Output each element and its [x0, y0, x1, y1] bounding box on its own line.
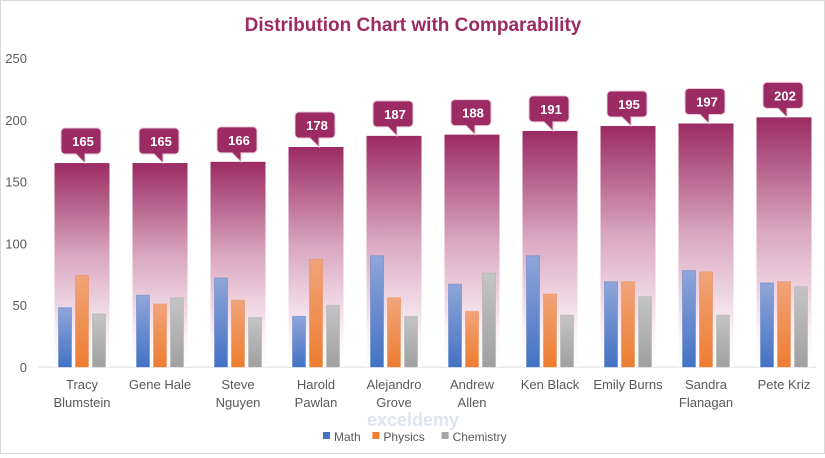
- total-callout: [684, 88, 726, 125]
- math-bar: [604, 281, 618, 368]
- total-data-label: 188: [462, 106, 484, 121]
- x-tick-label: Gene Hale: [129, 377, 191, 392]
- x-tick-line: Alejandro: [367, 377, 422, 392]
- total-data-label: 166: [228, 133, 250, 148]
- x-tick-label: Steve Nguyen: [216, 377, 261, 410]
- physics-bar: [309, 258, 323, 368]
- x-tick-label: Sandra Flanagan: [679, 377, 733, 410]
- legend-label-math: Math: [334, 430, 361, 444]
- watermark-logo: exceldemy: [367, 410, 459, 430]
- x-tick-line: Nguyen: [216, 395, 261, 410]
- math-bar: [214, 277, 228, 368]
- chemistry-bar: [560, 314, 574, 368]
- total-callout: [294, 111, 336, 149]
- legend-label-physics: Physics: [383, 430, 424, 444]
- x-tick-line: Harold: [297, 377, 335, 392]
- x-tick-line: Pete Kriz: [758, 377, 811, 392]
- legend-swatch-math: [323, 432, 330, 439]
- math-bar: [370, 255, 384, 368]
- total-data-label: 197: [696, 95, 718, 110]
- physics-bar: [465, 310, 479, 368]
- x-tick-label: Emily Burns: [593, 377, 663, 392]
- physics-bar: [75, 275, 89, 368]
- total-data-label: 187: [384, 107, 406, 122]
- x-tick-line: Ken Black: [521, 377, 580, 392]
- x-tick-label: Ken Black: [521, 377, 580, 392]
- x-tick-line: Grove: [376, 395, 411, 410]
- x-tick-line: Steve: [221, 377, 254, 392]
- x-tick-line: Allen: [458, 395, 487, 410]
- physics-bar: [387, 297, 401, 368]
- x-tick-label: Pete Kriz: [758, 377, 811, 392]
- total-callout: [528, 95, 570, 133]
- chart-title: Distribution Chart with Comparability: [245, 15, 582, 36]
- physics-bar: [231, 299, 245, 368]
- x-tick-label: Alejandro Grove: [367, 377, 422, 410]
- total-data-label: 178: [306, 118, 328, 133]
- y-tick-label: 50: [13, 298, 27, 313]
- y-tick-label: 150: [5, 175, 27, 190]
- physics-bar: [621, 281, 635, 368]
- x-tick-line: Andrew: [450, 377, 495, 392]
- y-tick-label: 250: [5, 51, 27, 66]
- chemistry-bar: [638, 296, 652, 368]
- x-tick-label: Harold Pawlan: [295, 377, 338, 410]
- chemistry-bar: [794, 286, 808, 368]
- total-callout: [138, 127, 180, 165]
- total-callout: [216, 126, 258, 164]
- math-bar: [58, 307, 72, 368]
- x-tick-line: Sandra: [685, 377, 728, 392]
- x-tick-line: Emily Burns: [593, 377, 663, 392]
- total-callout: [606, 90, 648, 128]
- total-data-label: 165: [150, 134, 172, 149]
- x-tick-line: Blumstein: [53, 395, 110, 410]
- total-data-label: 165: [72, 134, 94, 149]
- total-callout: [762, 81, 804, 119]
- physics-bar: [543, 293, 557, 368]
- y-tick-label: 200: [5, 113, 27, 128]
- chemistry-bar: [170, 297, 184, 368]
- math-bar: [448, 283, 462, 368]
- math-bar: [526, 255, 540, 368]
- x-tick-line: Flanagan: [679, 395, 733, 410]
- chemistry-bar: [482, 272, 496, 368]
- chemistry-bar: [92, 313, 106, 368]
- math-bar: [760, 282, 774, 368]
- y-tick-label: 100: [5, 236, 27, 251]
- x-tick-label: Tracy Blumstein: [53, 377, 110, 410]
- total-data-label: 202: [774, 88, 796, 103]
- chemistry-bar: [716, 314, 730, 368]
- chemistry-bar: [404, 315, 418, 368]
- math-bar: [682, 270, 696, 368]
- legend-swatch-physics: [372, 432, 380, 439]
- math-bar: [292, 315, 306, 368]
- chemistry-bar: [326, 304, 340, 368]
- total-data-label: 195: [618, 97, 640, 112]
- total-callout: [450, 99, 492, 136]
- physics-bar: [777, 281, 791, 368]
- physics-bar: [153, 303, 167, 368]
- legend-swatch-chemistry: [441, 432, 449, 439]
- physics-bar: [699, 271, 713, 368]
- total-data-label: 191: [540, 102, 562, 117]
- x-tick-line: Tracy: [66, 377, 99, 392]
- x-tick-line: Gene Hale: [129, 377, 191, 392]
- x-tick-line: Pawlan: [295, 395, 338, 410]
- y-tick-label: 0: [20, 360, 27, 375]
- chemistry-bar: [248, 317, 262, 368]
- math-bar: [136, 294, 150, 368]
- total-callout: [60, 127, 102, 165]
- legend-label-chemistry: Chemistry: [453, 430, 507, 444]
- total-callout: [372, 100, 414, 138]
- x-tick-label: Andrew Allen: [450, 377, 495, 410]
